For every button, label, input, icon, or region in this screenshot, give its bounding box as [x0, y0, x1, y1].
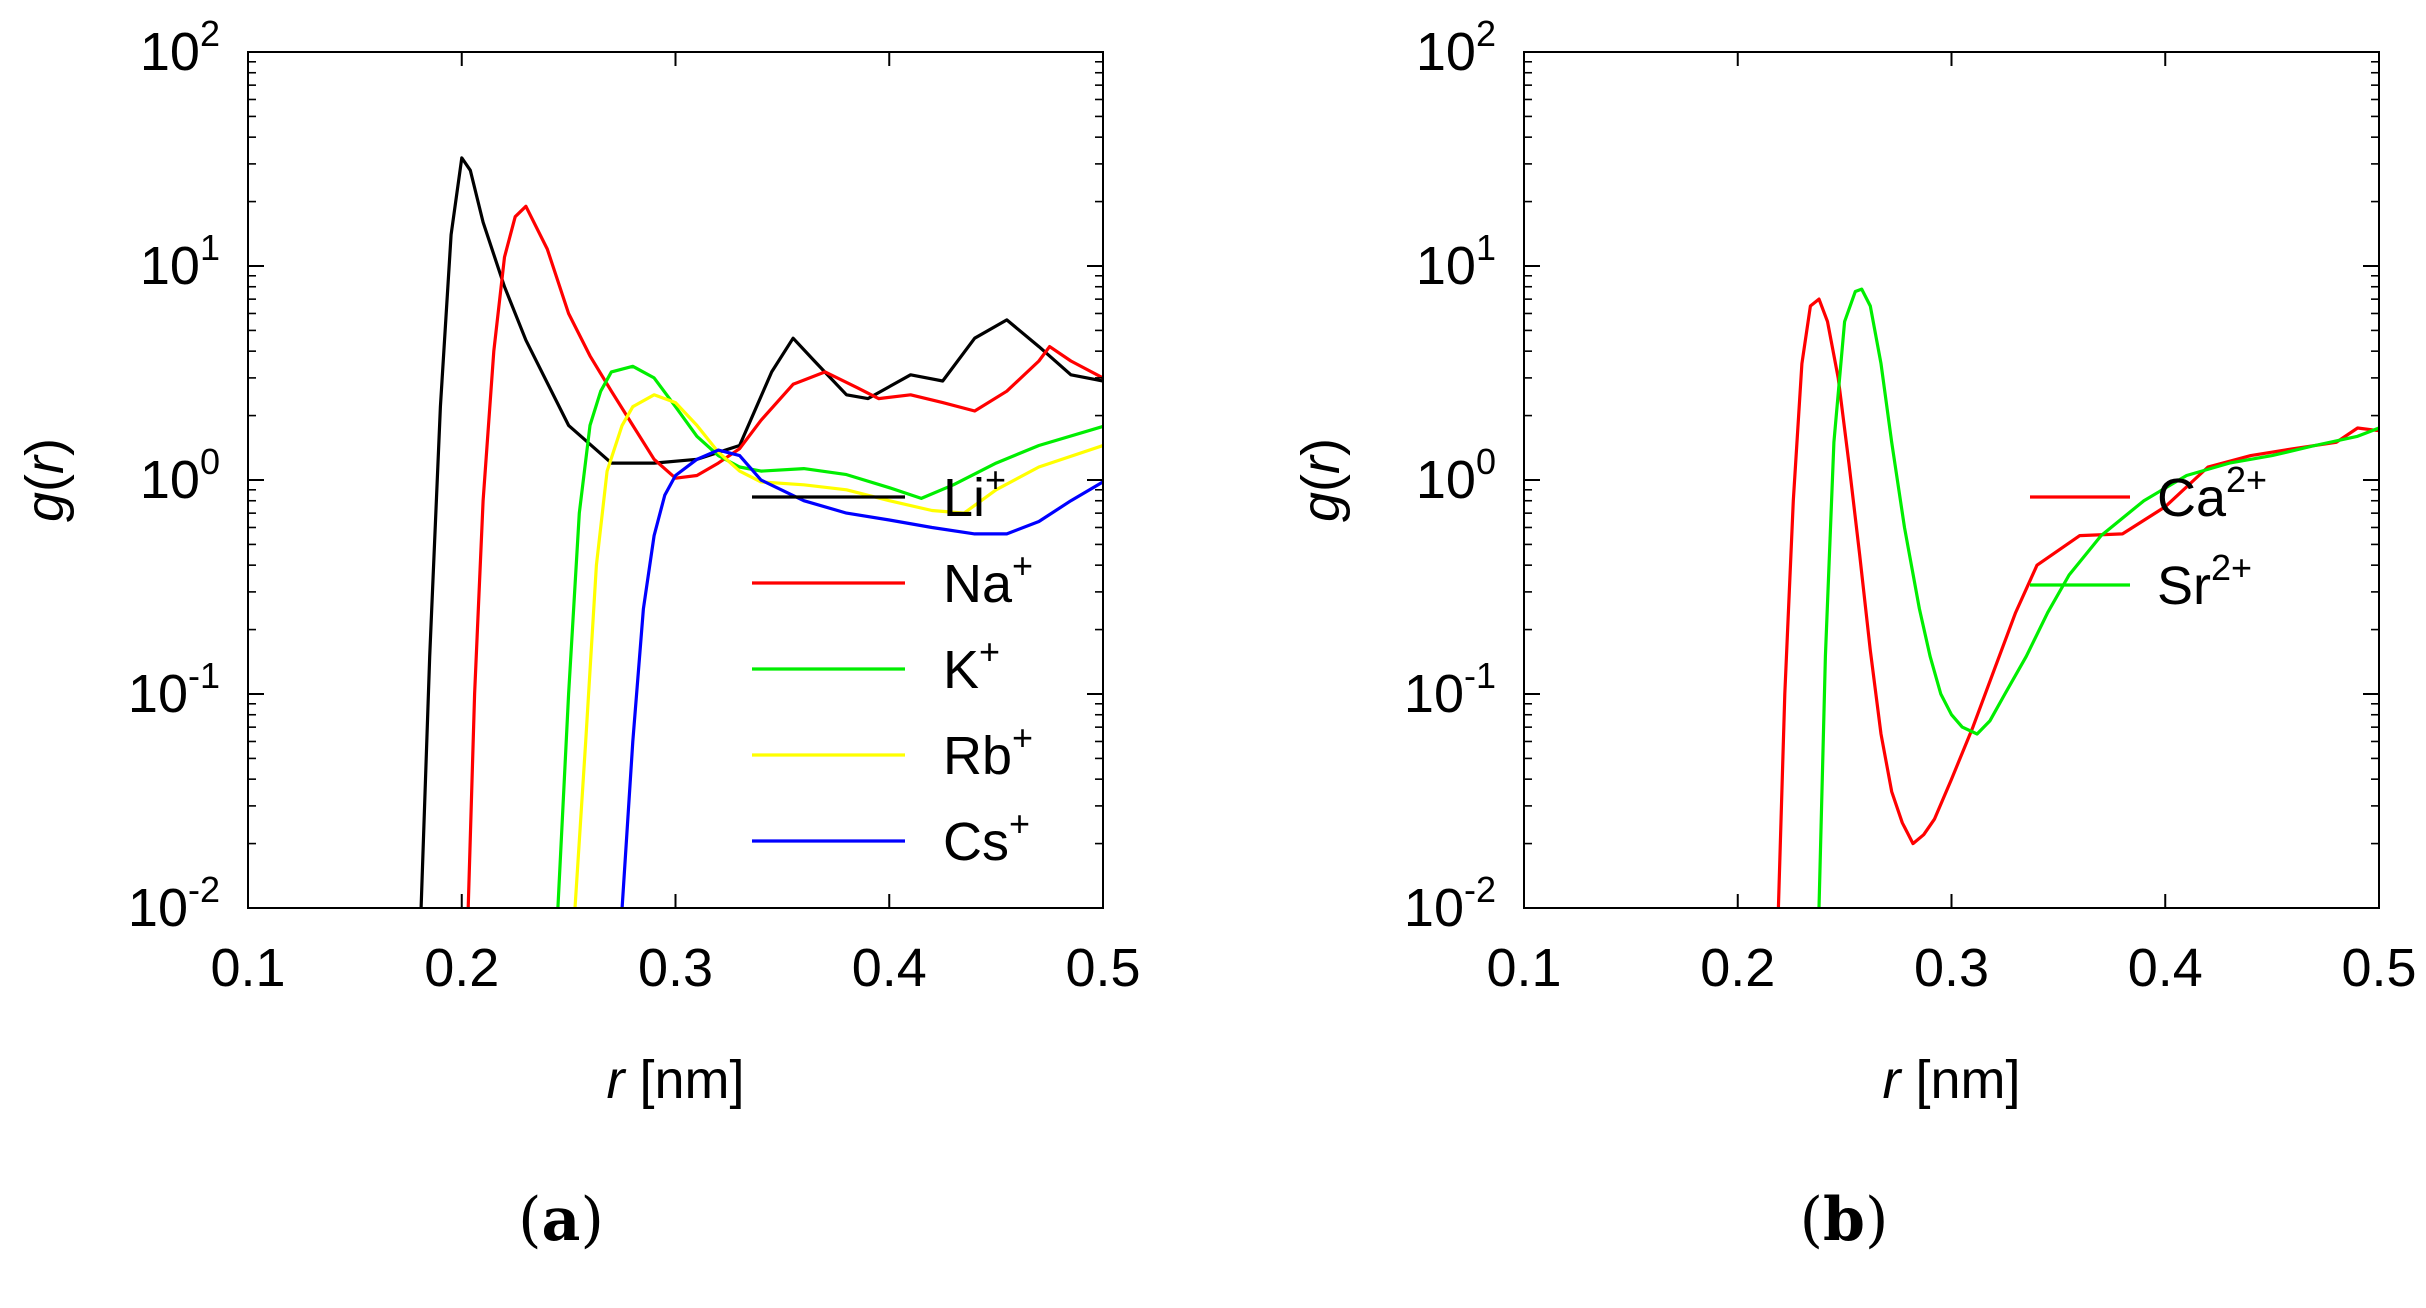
series-line-k	[556, 364, 1103, 908]
x-axis-label: r [nm]	[606, 1050, 744, 1110]
y-tick-label: 10-2	[128, 869, 220, 938]
y-tick-label: 102	[140, 13, 220, 82]
chart-panel-b: 0.1 0.2 0.3 0.4 0.5 10-2 10-1 100 101 102 r [nm] g(…	[1291, 13, 2417, 1110]
legend-label-k: K+	[943, 631, 1000, 700]
x-tick-label: 0.2	[1700, 938, 1775, 998]
legend-label-rb: Rb+	[943, 717, 1033, 786]
legend-label-ca: Ca2+	[2157, 459, 2267, 528]
x-tick-label: 0.5	[1065, 938, 1140, 998]
series-line-rb	[573, 393, 1103, 908]
series-line-cs	[620, 448, 1103, 908]
x-tick-label: 0.2	[424, 938, 499, 998]
x-tick-label: 0.4	[2128, 938, 2203, 998]
x-tick-label: 0.3	[638, 938, 713, 998]
legend-label-sr: Sr2+	[2157, 547, 2252, 616]
x-tick-label: 0.1	[210, 938, 285, 998]
series-group	[419, 156, 1103, 908]
x-tick-label: 0.4	[852, 938, 927, 998]
y-axis-label: g(r)	[15, 438, 75, 522]
y-tick-label: 102	[1416, 13, 1496, 82]
y-axis-label: g(r)	[1291, 438, 1351, 522]
series-line-na	[466, 204, 1103, 908]
y-tick-label: 101	[1416, 227, 1496, 296]
panel-label-a: (a)	[518, 1185, 604, 1255]
series-line-sr	[1817, 287, 2379, 908]
x-tick-label: 0.5	[2341, 938, 2416, 998]
chart-panel-a: 0.1 0.2 0.3 0.4 0.5 10-2 10-1 100 101 102 r [nm] g(…	[15, 13, 1141, 1110]
x-tick-label: 0.3	[1914, 938, 1989, 998]
y-tick-label: 101	[140, 227, 220, 296]
y-tick-label: 10-1	[128, 655, 220, 724]
legend-label-li: Li+	[943, 459, 1006, 528]
y-tick-label: 10-2	[1404, 869, 1496, 938]
y-tick-label: 10-1	[1404, 655, 1496, 724]
panel-label-b: (b)	[1799, 1185, 1889, 1255]
x-axis-label: r [nm]	[1882, 1050, 2020, 1110]
x-tick-label: 0.1	[1486, 938, 1561, 998]
y-tick-label: 100	[1416, 441, 1496, 510]
series-line-ca	[1776, 297, 2379, 908]
series-group	[1776, 287, 2379, 908]
legend-label-cs: Cs+	[943, 803, 1030, 872]
legend-label-na: Na+	[943, 545, 1033, 614]
y-tick-label: 100	[140, 441, 220, 510]
